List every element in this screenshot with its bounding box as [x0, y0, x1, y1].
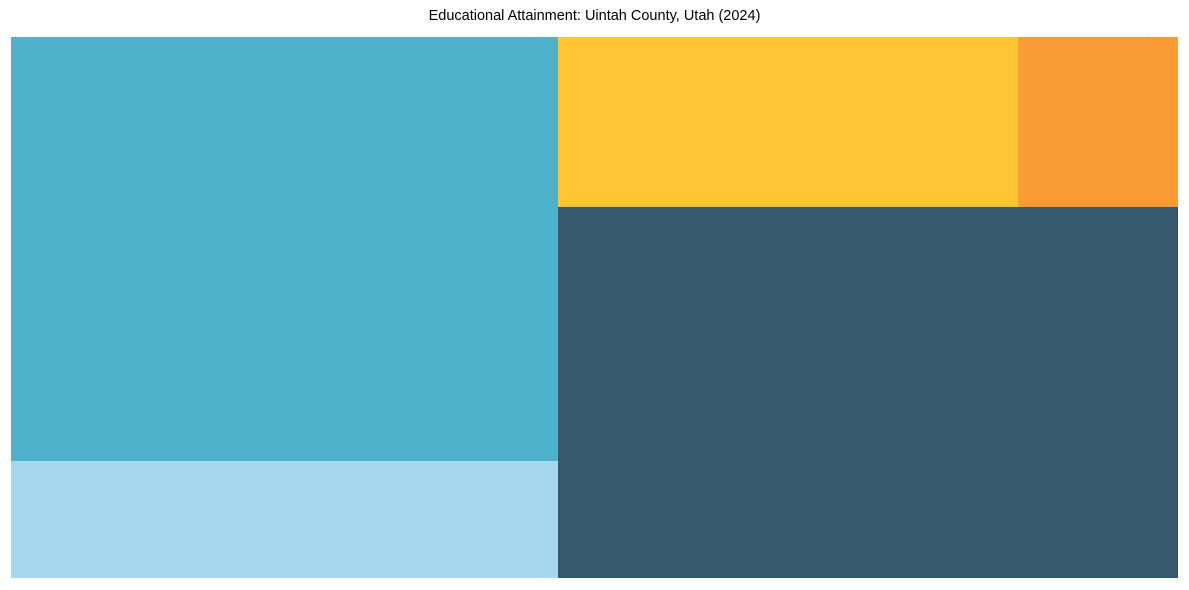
treemap-tile[interactable] — [11, 37, 558, 461]
treemap-tile[interactable] — [558, 37, 1018, 207]
page-title: Educational Attainment: Uintah County, U… — [428, 8, 761, 24]
treemap-tile[interactable] — [558, 207, 1178, 578]
treemap-plot-area — [11, 37, 1178, 578]
treemap-tile[interactable] — [1018, 37, 1178, 207]
treemap-tile[interactable] — [11, 461, 558, 578]
